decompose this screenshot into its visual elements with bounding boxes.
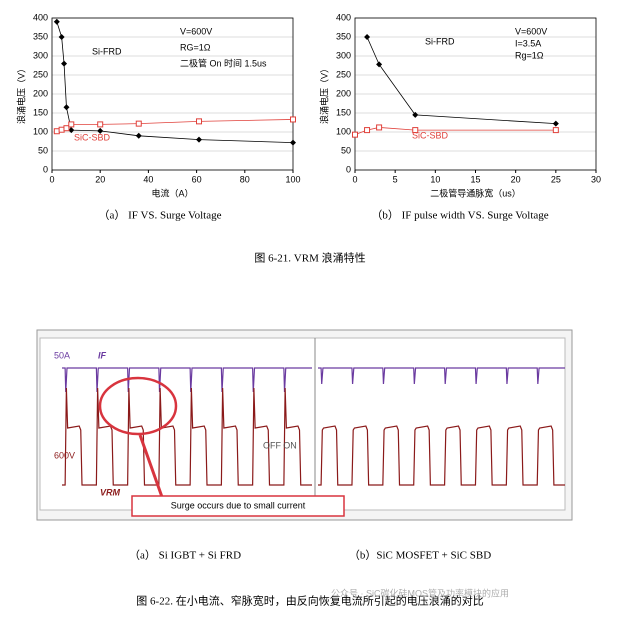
caption: （b）SiC MOSFET + SiC SBD (349, 549, 491, 562)
annotation: Rg=1Ω (515, 50, 544, 60)
series-label: SiC-SBD (412, 130, 449, 140)
series-label: SiC-SBD (74, 132, 111, 142)
callout-text: Surge occurs due to small current (171, 500, 306, 510)
y-tick-label: 50 (341, 145, 351, 155)
series-label: Si-FRD (425, 36, 455, 46)
x-tick-label: 25 (551, 174, 561, 184)
y-tick-label: 0 (346, 164, 351, 174)
y-tick-label: 350 (336, 31, 351, 41)
annotation: V=600V (180, 26, 212, 36)
caption: （a） Si IGBT + Si FRD (129, 549, 241, 562)
x-tick-label: 15 (470, 174, 480, 184)
y-tick-label: 100 (33, 126, 48, 136)
x-tick-label: 30 (591, 174, 601, 184)
point (135, 120, 142, 127)
point (68, 121, 75, 128)
callout-arrow (138, 434, 164, 498)
y-tick-label: 400 (33, 12, 48, 22)
point (376, 61, 383, 68)
x-tick-label: 10 (430, 174, 440, 184)
caption: （b） IF pulse width VS. Surge Voltage (371, 209, 548, 222)
point (364, 127, 371, 134)
caption: （a） IF VS. Surge Voltage (99, 209, 222, 222)
y-tick-label: 400 (336, 12, 351, 22)
scope-label: VRM (100, 487, 121, 497)
series-line (56, 119, 294, 132)
point (364, 34, 371, 40)
plot-frame (51, 17, 294, 171)
x-tick-label: 20 (511, 174, 521, 184)
y-tick-label: 50 (38, 145, 48, 155)
point (61, 60, 68, 67)
y-axis-label: 浪涌电压（V） (15, 64, 26, 124)
callout-ring (98, 376, 178, 436)
point (552, 127, 559, 134)
y-tick-label: 200 (33, 88, 48, 98)
point (63, 104, 70, 111)
scope-label: 600V (54, 450, 75, 460)
x-tick-label: 5 (393, 174, 398, 184)
point (58, 34, 65, 40)
y-tick-label: 150 (33, 107, 48, 117)
point (58, 126, 65, 133)
point (63, 125, 70, 132)
x-tick-label: 80 (240, 174, 250, 184)
y-tick-label: 300 (33, 50, 48, 60)
point (97, 127, 104, 134)
annotation: RG=1Ω (180, 42, 211, 52)
scope-label: IF (98, 350, 107, 360)
caption: 图 6-22. 在小电流、窄脉宽时，由反向恢复电流所引起的电压浪涌的对比 (136, 594, 483, 608)
watermark: 公众号 · SiC碳化硅MOS管及功率模块的应用 (331, 587, 509, 598)
series-line (354, 127, 556, 136)
y-tick-label: 200 (336, 88, 351, 98)
y-tick-label: 250 (336, 69, 351, 79)
current-trace (318, 367, 565, 385)
point (412, 127, 419, 134)
annotation: V=600V (515, 26, 547, 36)
y-tick-label: 350 (33, 31, 48, 41)
voltage-trace (62, 387, 312, 486)
x-tick-label: 20 (95, 174, 105, 184)
callout-box (131, 495, 345, 517)
x-axis-label: 二极管导通脉宽（us） (430, 187, 521, 198)
point (376, 124, 383, 131)
y-tick-label: 100 (336, 126, 351, 136)
y-tick-label: 0 (43, 164, 48, 174)
point (196, 118, 203, 125)
x-tick-label: 60 (192, 174, 202, 184)
y-axis-label: 浪涌电压（V） (318, 64, 329, 124)
x-axis-label: 电流（A） (151, 187, 193, 198)
annotation: 二极管 On 时间 1.5us (180, 57, 267, 68)
series-line (366, 36, 556, 125)
point (412, 111, 419, 118)
annotation: I=3.5A (515, 38, 541, 48)
y-tick-label: 150 (336, 107, 351, 117)
scope-label: ON (283, 440, 297, 450)
point (552, 120, 559, 127)
x-tick-label: 0 (352, 174, 357, 184)
point (290, 139, 296, 146)
point (53, 128, 60, 135)
scope-label: OFF (263, 440, 281, 450)
y-tick-label: 250 (33, 69, 48, 79)
point (68, 127, 75, 134)
x-tick-label: 0 (49, 174, 54, 184)
scope-label: 50A (54, 350, 70, 360)
point (135, 132, 142, 139)
point (97, 121, 104, 128)
caption: 图 6-21. VRM 浪涌特性 (254, 251, 365, 265)
point (196, 136, 203, 143)
point (290, 116, 296, 123)
x-tick-label: 40 (143, 174, 153, 184)
y-tick-label: 300 (336, 50, 351, 60)
plot-frame (354, 17, 597, 171)
voltage-trace (318, 425, 565, 486)
current-trace (62, 367, 312, 393)
x-tick-label: 100 (285, 174, 300, 184)
point (53, 18, 60, 25)
point (352, 131, 358, 138)
series-label: Si-FRD (92, 46, 122, 56)
oscilloscope (36, 329, 573, 521)
